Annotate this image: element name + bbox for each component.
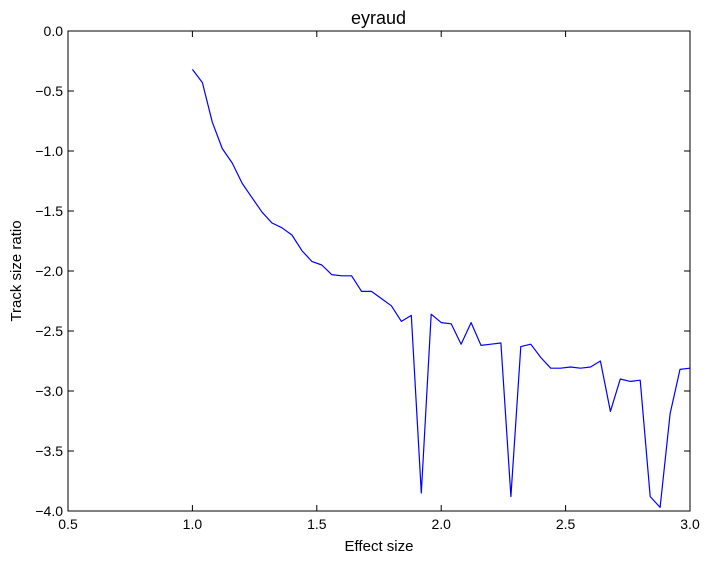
y-tick-label: −1.0 (35, 143, 63, 159)
y-tick-label: −3.0 (35, 383, 63, 399)
y-tick-label: 0.0 (44, 23, 64, 39)
plot-frame (67, 30, 691, 512)
y-axis-title: Track size ratio (8, 220, 25, 321)
y-tick-label: −0.5 (35, 83, 63, 99)
x-tick-label: 1.0 (183, 516, 203, 532)
x-tick-label: 2.0 (431, 516, 451, 532)
chart-title: eyraud (351, 8, 406, 28)
x-tick-label: 0.5 (58, 516, 78, 532)
y-tick-label: −2.0 (35, 263, 63, 279)
x-tick-label: 2.5 (556, 516, 576, 532)
plot-area (191, 69, 691, 508)
y-tick-label: −3.5 (35, 443, 63, 459)
x-tick-label: 3.0 (680, 516, 700, 532)
y-tick-label: −2.5 (35, 323, 63, 339)
series-line-0 (191, 69, 691, 508)
axis-ticks: 0.5 1.0 1.5 2.0 2.5 3.0 0.0 −0.5 −1.0 −1.5 −2.0 −2.… (35, 23, 700, 532)
y-tick-label: −4.0 (35, 503, 63, 519)
x-tick-label: 1.5 (307, 516, 327, 532)
x-axis-title: Effect size (345, 538, 414, 555)
y-tick-label: −1.5 (35, 203, 63, 219)
